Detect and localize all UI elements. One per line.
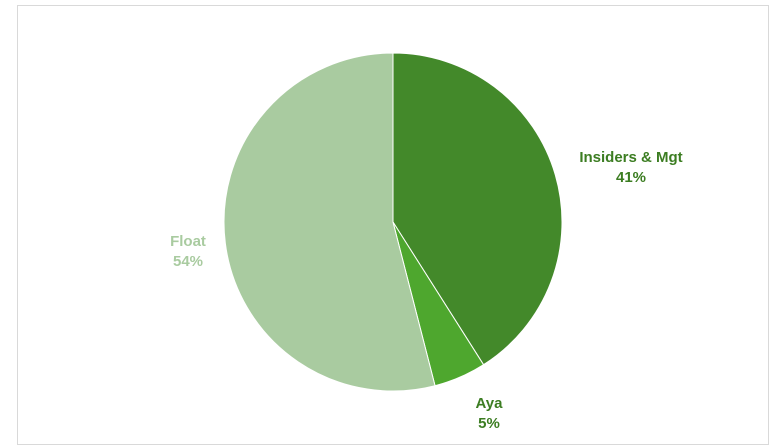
slice-label-value-aya: 5% — [478, 415, 500, 432]
pie-slice-insiders-mgt — [392, 52, 563, 366]
slice-label-name-float: Float — [170, 233, 206, 250]
slice-label-name-insiders-mgt: Insiders & Mgt — [579, 149, 682, 166]
pie-slice-float — [223, 52, 436, 392]
slice-label-name-aya: Aya — [476, 395, 504, 412]
slice-label-value-float: 54% — [173, 253, 203, 270]
slice-label-value-insiders-mgt: 41% — [616, 169, 646, 186]
